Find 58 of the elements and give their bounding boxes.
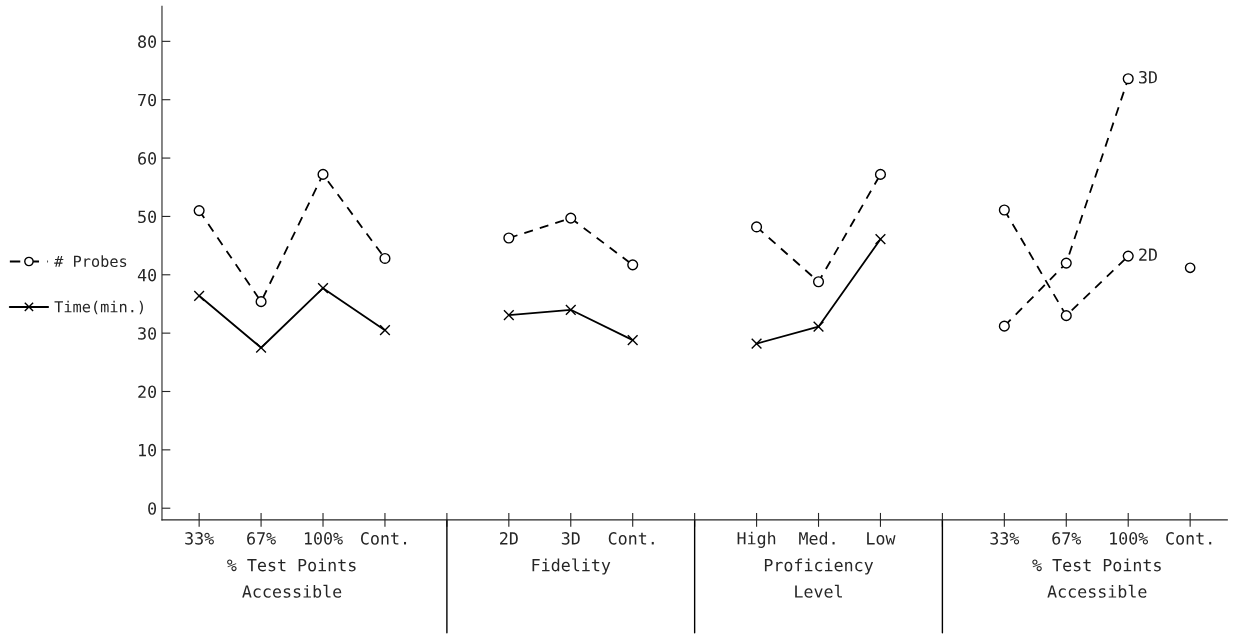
series-label: 3D [1139,70,1157,84]
point [1184,262,1196,274]
point [812,276,825,288]
point [1060,310,1072,322]
x-tick-label: Med. [799,531,835,545]
point [317,168,329,180]
y-tick-label: 30 [138,327,157,340]
point [751,221,763,233]
x-tick-label: 100% [1110,532,1149,545]
x-tick-label: Low [867,532,896,545]
y-tick-label: 50 [138,210,157,224]
point [627,259,639,271]
point [379,324,391,336]
x-tick-label: 67% [1052,532,1082,545]
legend-label: Time(min.) [54,300,143,315]
x-tick-label: 3D [561,532,580,545]
y-tick-label: 20 [138,385,157,399]
point [1060,257,1072,269]
point [379,252,391,264]
point [565,212,577,224]
y-tick-label: 80 [138,35,157,48]
x-tick-label: Cont. [608,532,654,545]
point [255,342,267,354]
point [874,233,887,245]
point [503,309,515,321]
y-tick-label: 70 [138,93,157,107]
text: % Test Points Accessible [1032,558,1161,598]
point [812,321,825,333]
x-tick-label: 33% [185,532,214,545]
y-tick-label: 0 [148,502,157,515]
point [317,282,329,294]
point [627,334,639,346]
series-label: 2D [1139,248,1157,261]
x-tick-label: Cont. [361,532,407,545]
point [565,304,577,316]
point [503,232,515,244]
y-tick-label: 40 [137,268,157,282]
x-tick-label: High [737,531,776,548]
x-tick-label: 33% [990,532,1020,545]
legend-label: # Probes [54,255,127,268]
point [193,205,205,217]
x-tick-label: 2D [500,532,518,545]
point [193,290,205,302]
point [998,204,1010,216]
point [998,320,1010,332]
x-tick-label: Cont. [1166,532,1212,545]
point [1122,250,1134,262]
point [874,168,887,180]
x-tick-label: 67% [247,532,276,545]
x-tick-label: 100% [304,532,343,545]
text: Proficiency Level [764,558,874,598]
y-tick-label: 10 [139,443,157,457]
text: Fidelity [532,558,611,575]
point [1122,73,1134,85]
point [255,296,267,308]
text: % Test Points Accessible [227,558,356,598]
y-tick-label: 60 [138,152,157,165]
point [751,338,763,350]
